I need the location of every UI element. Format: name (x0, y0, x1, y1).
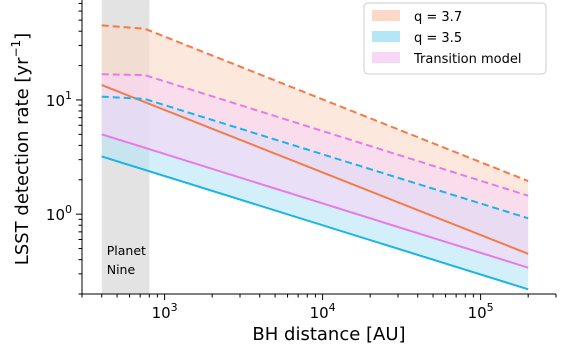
legend-box (363, 2, 547, 75)
legend-label-2: q = 3.5 (414, 31, 462, 46)
series-lower-line-1 (101, 84, 529, 255)
series-line-layer (101, 24, 529, 291)
planet-nine-label-line1: Planet (107, 243, 146, 258)
band-fill-layer (101, 25, 529, 290)
annotation-layer: Planet Nine (107, 243, 146, 277)
series-lower-line-2 (101, 155, 529, 291)
y-tick-label-2: 101 (46, 89, 72, 110)
planet-nine-label-line2: Nine (107, 262, 136, 277)
series-upper-line-2 (101, 95, 529, 220)
series-upper-line-1 (101, 24, 529, 182)
legend-swatch-1 (372, 10, 400, 21)
x-tick-label-2: 104 (310, 301, 336, 322)
legend-label-1: q = 3.7 (414, 10, 462, 25)
x-axis-title: BH distance [AU] (252, 324, 405, 345)
legend-swatch-3 (372, 52, 400, 63)
series-upper-line-3 (101, 73, 529, 197)
x-tick-label-3: 105 (468, 301, 494, 322)
axes-layer: 103 104 105 100 101 BH distance [AU] LSST dete… (9, 0, 557, 345)
y-axis-title: LSST detection rate [yr−1] (9, 33, 33, 265)
y-tick-label-1: 100 (46, 203, 72, 224)
series-lower-line-3 (101, 133, 529, 269)
band-fill-3 (101, 74, 529, 268)
legend: q = 3.7 q = 3.5 Transition model (363, 2, 547, 75)
legend-swatch-2 (372, 31, 400, 42)
x-tick-label-1: 103 (152, 301, 178, 322)
legend-label-3: Transition model (413, 52, 521, 67)
